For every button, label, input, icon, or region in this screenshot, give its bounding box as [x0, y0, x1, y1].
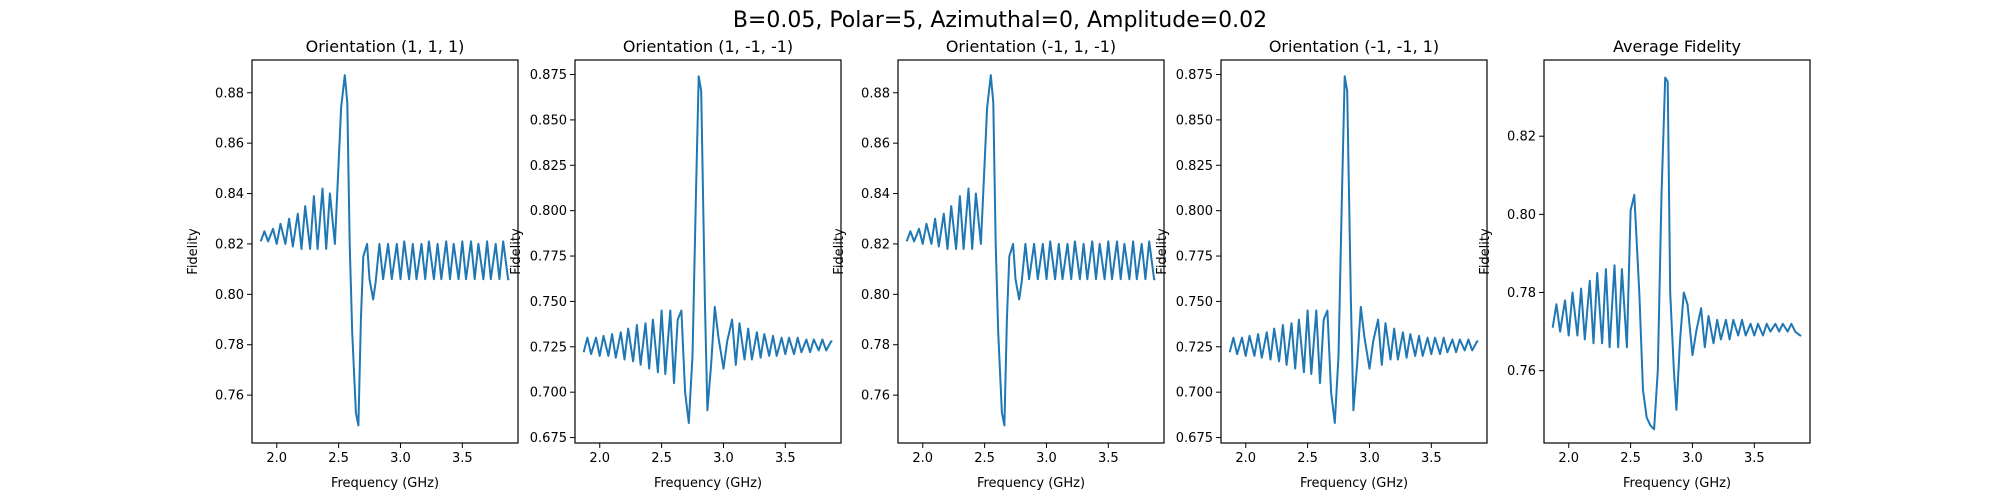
x-tick-label: 3.0 [1359, 451, 1380, 466]
y-tick-label: 0.750 [1176, 295, 1213, 310]
x-tick-label: 3.0 [713, 451, 734, 466]
y-tick-label: 0.775 [530, 250, 567, 265]
x-tick-label: 2.0 [1558, 451, 1579, 466]
x-tick-label: 3.5 [1421, 451, 1442, 466]
y-tick-label: 0.82 [1507, 130, 1536, 145]
y-tick-label: 0.750 [530, 295, 567, 310]
y-tick-label: 0.700 [1176, 386, 1213, 401]
x-axis-label: Frequency (GHz) [331, 476, 439, 491]
y-tick-label: 0.825 [530, 159, 567, 174]
y-tick-label: 0.76 [215, 389, 244, 404]
plot-frame [1543, 59, 1811, 444]
x-tick-label: 2.0 [266, 451, 287, 466]
y-tick-label: 0.80 [1507, 208, 1536, 223]
plot-frame [1220, 59, 1488, 444]
series-line-1 [582, 75, 833, 424]
y-tick-label: 0.725 [530, 340, 567, 355]
plot-frame [574, 59, 842, 444]
x-tick-label: 2.0 [589, 451, 610, 466]
x-tick-label: 2.0 [912, 451, 933, 466]
y-tick-label: 0.76 [1507, 364, 1536, 379]
y-tick-label: 0.78 [861, 338, 890, 353]
y-tick-label: 0.875 [1176, 68, 1213, 83]
y-tick-label: 0.675 [530, 431, 567, 446]
y-tick-label: 0.800 [1176, 204, 1213, 219]
y-tick-label: 0.86 [215, 137, 244, 152]
subplot-3: Orientation (-1, 1, -1) 2.0 2.5 3.0 3.5 0.76 0… [832, 37, 1165, 491]
y-tick-label: 0.775 [1176, 250, 1213, 265]
x-tick-label: 3.0 [1036, 451, 1057, 466]
y-tick-label: 0.88 [861, 86, 890, 101]
y-tick-label: 0.86 [861, 137, 890, 152]
y-axis-label: Fidelity [1478, 228, 1493, 275]
subplot-title: Orientation (-1, -1, 1) [1269, 37, 1439, 56]
x-axis-label: Frequency (GHz) [1623, 476, 1731, 491]
figure-suptitle: B=0.05, Polar=5, Azimuthal=0, Amplitude=… [733, 8, 1267, 33]
subplot-title: Average Fidelity [1613, 37, 1741, 56]
x-tick-label: 2.0 [1235, 451, 1256, 466]
series-line-1 [905, 74, 1156, 427]
x-tick-label: 3.0 [1682, 451, 1703, 466]
x-tick-label: 2.5 [1297, 451, 1318, 466]
y-axis-label: Fidelity [509, 228, 524, 275]
y-tick-label: 0.84 [215, 187, 244, 202]
series-line-1 [259, 74, 510, 427]
plot-frame [251, 59, 519, 444]
y-tick-label: 0.78 [215, 338, 244, 353]
x-axis-label: Frequency (GHz) [654, 476, 762, 491]
x-axis-label: Frequency (GHz) [1300, 476, 1408, 491]
y-tick-label: 0.850 [1176, 113, 1213, 128]
x-tick-label: 2.5 [651, 451, 672, 466]
subplot-2: Orientation (1, -1, -1) 2.0 2.5 3.0 3.5 0.675… [509, 37, 842, 491]
y-tick-label: 0.82 [861, 237, 890, 252]
y-tick-label: 0.82 [215, 237, 244, 252]
x-tick-label: 3.0 [390, 451, 411, 466]
x-tick-label: 3.5 [452, 451, 473, 466]
subplot-1: Orientation (1, 1, 1) 2.0 2.5 3.0 3.5 0.76 0.7… [186, 37, 519, 491]
y-tick-label: 0.88 [215, 86, 244, 101]
x-tick-label: 3.5 [1744, 451, 1765, 466]
x-tick-label: 2.5 [974, 451, 995, 466]
y-tick-label: 0.78 [1507, 286, 1536, 301]
subplot-title: Orientation (-1, 1, -1) [946, 37, 1116, 56]
y-tick-label: 0.84 [861, 187, 890, 202]
x-tick-label: 3.5 [775, 451, 796, 466]
y-tick-label: 0.850 [530, 113, 567, 128]
subplot-title: Orientation (1, -1, -1) [623, 37, 793, 56]
x-tick-label: 2.5 [328, 451, 349, 466]
y-tick-label: 0.80 [215, 288, 244, 303]
x-axis-label: Frequency (GHz) [977, 476, 1085, 491]
subplot-5: Average Fidelity 2.0 2.5 3.0 3.5 0.76 0.78 0.80… [1478, 37, 1811, 491]
y-tick-label: 0.825 [1176, 159, 1213, 174]
series-line-1 [1551, 76, 1802, 431]
y-tick-label: 0.725 [1176, 340, 1213, 355]
y-axis-label: Fidelity [1155, 228, 1170, 275]
subplot-grid: Orientation (1, 1, 1) 2.0 2.5 3.0 3.5 0.76 0.7… [186, 37, 1811, 491]
y-tick-label: 0.875 [530, 68, 567, 83]
y-tick-label: 0.675 [1176, 431, 1213, 446]
x-tick-label: 3.5 [1098, 451, 1119, 466]
y-axis-label: Fidelity [832, 228, 847, 275]
y-tick-label: 0.80 [861, 288, 890, 303]
y-tick-label: 0.800 [530, 204, 567, 219]
series-line-1 [1228, 75, 1479, 424]
y-axis-label: Fidelity [186, 228, 201, 275]
x-tick-label: 2.5 [1620, 451, 1641, 466]
y-tick-label: 0.700 [530, 386, 567, 401]
plot-frame [897, 59, 1165, 444]
subplot-4: Orientation (-1, -1, 1) 2.0 2.5 3.0 3.5 0.675… [1155, 37, 1488, 491]
y-tick-label: 0.76 [861, 389, 890, 404]
subplot-title: Orientation (1, 1, 1) [306, 37, 465, 56]
